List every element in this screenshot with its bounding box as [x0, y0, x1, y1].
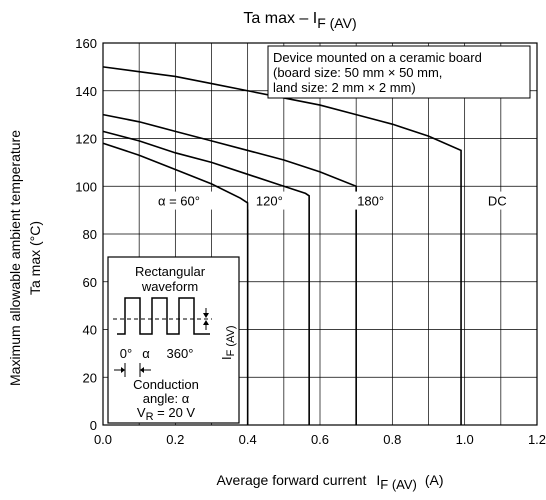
series-line-1: [102, 142, 249, 425]
conduction-line-1: Conduction: [133, 377, 199, 392]
series-label-bg: [479, 191, 516, 210]
y-tick-label: 80: [83, 227, 97, 242]
y-tick-label: 60: [83, 275, 97, 290]
conduction-arrow-right-head: [140, 367, 144, 373]
current-arrow-down-head: [203, 313, 209, 318]
series-line-3: [102, 113, 357, 425]
y-axis-label-line-1: Maximum allowable ambient temperature: [7, 130, 23, 386]
conduction-line-2: angle: α: [143, 391, 190, 406]
board-note-line-3: land size: 2 mm × 2 mm): [273, 80, 416, 95]
x-axis-label: Average forward current IF (AV) (A): [216, 472, 443, 492]
x-tick-label: 0.6: [311, 432, 329, 447]
waveform-inset: Rectangular waveform IF (AV) 0° α 360° C…: [107, 256, 240, 424]
y-tick-label: 40: [83, 323, 97, 338]
x-tick-label: 0.0: [94, 432, 112, 447]
inset-title-line-2: waveform: [141, 279, 198, 294]
conduction-arrow-left-head: [121, 367, 125, 373]
plot-frame: [102, 42, 538, 426]
y-axis-label-line-2: Ta max (°C): [27, 221, 43, 295]
series-line-2: [102, 130, 310, 425]
y-tick-label: 120: [75, 132, 97, 147]
current-arrow-up-head: [203, 320, 209, 325]
y-tick-label: 20: [83, 370, 97, 385]
chart-title: Ta max – IF (AV): [243, 10, 356, 31]
y-tick-label: 140: [75, 84, 97, 99]
series-label-4: DC: [488, 194, 507, 209]
series-label-bg: [248, 191, 291, 210]
x-tick-labels: 0.0 0.2 0.4 0.6 0.8 1.0 1.2: [94, 432, 546, 447]
series-label-1: α = 60°: [158, 194, 200, 209]
inset-box: [107, 256, 240, 424]
reverse-voltage-label: VR = 20 V: [137, 405, 196, 423]
x-tick-label: 0.8: [383, 432, 401, 447]
series-group: [102, 66, 462, 425]
series-labels: α = 60° 120° 180° DC: [143, 191, 516, 210]
angle-alpha-label: α: [142, 346, 150, 361]
board-note-line-1: Device mounted on a ceramic board: [273, 50, 482, 65]
rectangular-waveform: [117, 297, 210, 335]
angle-full-label: 360°: [167, 346, 194, 361]
y-tick-labels: 0 20 40 60 80 100 120 140 160: [75, 36, 97, 433]
x-tick-label: 1.0: [456, 432, 474, 447]
y-tick-label: 100: [75, 179, 97, 194]
series-line-4: [102, 66, 462, 425]
x-tick-label: 0.2: [166, 432, 184, 447]
angle-zero-label: 0°: [120, 346, 132, 361]
inset-current-label: IF (AV): [219, 325, 237, 360]
board-note: Device mounted on a ceramic board (board…: [267, 45, 531, 99]
board-note-box: [267, 45, 531, 99]
series-label-bg: [143, 191, 214, 210]
y-tick-label: 160: [75, 36, 97, 51]
board-note-line-2: (board size: 50 mm × 50 mm,: [273, 65, 442, 80]
series-label-bg: [349, 191, 392, 210]
series-label-3: 180°: [357, 194, 384, 209]
inset-title-line-1: Rectangular: [135, 264, 206, 279]
y-tick-label: 0: [90, 418, 97, 433]
series-label-2: 120°: [256, 194, 283, 209]
x-tick-label: 1.2: [528, 432, 546, 447]
x-tick-label: 0.4: [239, 432, 257, 447]
